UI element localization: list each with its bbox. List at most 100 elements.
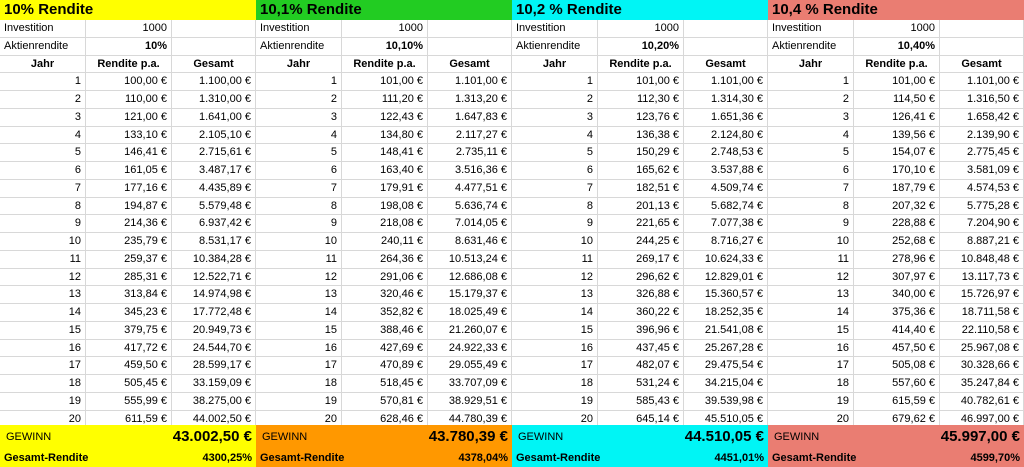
rendite-cell[interactable]: 379,75 € bbox=[86, 321, 172, 340]
rendite-cell[interactable]: 100,00 € bbox=[86, 73, 172, 91]
rendite-cell[interactable]: 531,24 € bbox=[598, 375, 684, 393]
investition-label[interactable]: Investition bbox=[768, 20, 854, 38]
gesamt-cell[interactable]: 1.313,20 € bbox=[428, 91, 512, 109]
rendite-cell[interactable]: 259,37 € bbox=[86, 250, 172, 269]
rendite-cell[interactable]: 123,76 € bbox=[598, 108, 684, 127]
jahr-cell[interactable]: 12 bbox=[0, 268, 86, 287]
jahr-cell[interactable]: 16 bbox=[512, 339, 598, 358]
rendite-cell[interactable]: 207,32 € bbox=[854, 197, 940, 216]
gesamt-cell[interactable]: 10.624,33 € bbox=[684, 250, 768, 269]
rendite-cell[interactable]: 114,50 € bbox=[854, 91, 940, 109]
empty-cell[interactable] bbox=[428, 20, 512, 38]
rendite-cell[interactable]: 194,87 € bbox=[86, 197, 172, 216]
jahr-cell[interactable]: 17 bbox=[512, 357, 598, 375]
jahr-cell[interactable]: 6 bbox=[256, 162, 342, 180]
rendite-cell[interactable]: 240,11 € bbox=[342, 233, 428, 251]
gesamt-cell[interactable]: 20.949,73 € bbox=[172, 321, 256, 340]
jahr-cell[interactable]: 17 bbox=[0, 357, 86, 375]
gesamt-cell[interactable]: 15.360,57 € bbox=[684, 286, 768, 304]
gesamt-cell[interactable]: 5.775,28 € bbox=[940, 197, 1024, 216]
jahr-cell[interactable]: 9 bbox=[512, 215, 598, 233]
rendite-cell[interactable]: 134,80 € bbox=[342, 126, 428, 145]
aktienrendite-label[interactable]: Aktienrendite bbox=[0, 37, 86, 56]
jahr-cell[interactable]: 16 bbox=[0, 339, 86, 358]
rendite-cell[interactable]: 417,72 € bbox=[86, 339, 172, 358]
gesamt-cell[interactable]: 24.544,70 € bbox=[172, 339, 256, 358]
gesamt-cell[interactable]: 8.631,46 € bbox=[428, 233, 512, 251]
jahr-cell[interactable]: 11 bbox=[768, 250, 854, 269]
gesamt-cell[interactable]: 7.077,38 € bbox=[684, 215, 768, 233]
rendite-cell[interactable]: 437,45 € bbox=[598, 339, 684, 358]
gesamt-cell[interactable]: 4.509,74 € bbox=[684, 179, 768, 198]
jahr-cell[interactable]: 18 bbox=[512, 375, 598, 393]
jahr-cell[interactable]: 2 bbox=[0, 91, 86, 109]
jahr-cell[interactable]: 14 bbox=[512, 304, 598, 322]
gesamt-cell[interactable]: 35.247,84 € bbox=[940, 375, 1024, 393]
jahr-cell[interactable]: 5 bbox=[256, 144, 342, 162]
header-jahr[interactable]: Jahr bbox=[256, 55, 342, 74]
rendite-cell[interactable]: 182,51 € bbox=[598, 179, 684, 198]
gesamt-cell[interactable]: 1.658,42 € bbox=[940, 108, 1024, 127]
jahr-cell[interactable]: 10 bbox=[0, 233, 86, 251]
jahr-cell[interactable]: 1 bbox=[768, 73, 854, 91]
rendite-cell[interactable]: 139,56 € bbox=[854, 126, 940, 145]
gesamt-cell[interactable]: 8.716,27 € bbox=[684, 233, 768, 251]
gesamt-cell[interactable]: 5.636,74 € bbox=[428, 197, 512, 216]
rendite-cell[interactable]: 161,05 € bbox=[86, 162, 172, 180]
jahr-cell[interactable]: 7 bbox=[256, 179, 342, 198]
empty-cell[interactable] bbox=[940, 20, 1024, 38]
gesamt-cell[interactable]: 33.159,09 € bbox=[172, 375, 256, 393]
gesamt-cell[interactable]: 38.929,51 € bbox=[428, 392, 512, 411]
jahr-cell[interactable]: 18 bbox=[768, 375, 854, 393]
rendite-cell[interactable]: 360,22 € bbox=[598, 304, 684, 322]
rendite-cell[interactable]: 122,43 € bbox=[342, 108, 428, 127]
rendite-cell[interactable]: 296,62 € bbox=[598, 268, 684, 287]
gesamt-cell[interactable]: 18.252,35 € bbox=[684, 304, 768, 322]
header-jahr[interactable]: Jahr bbox=[768, 55, 854, 74]
jahr-cell[interactable]: 6 bbox=[512, 162, 598, 180]
jahr-cell[interactable]: 10 bbox=[256, 233, 342, 251]
empty-cell[interactable] bbox=[428, 37, 512, 56]
aktienrendite-label[interactable]: Aktienrendite bbox=[512, 37, 598, 56]
gesamt-cell[interactable]: 18.025,49 € bbox=[428, 304, 512, 322]
header-rendite-pa[interactable]: Rendite p.a. bbox=[86, 55, 172, 74]
rendite-cell[interactable]: 352,82 € bbox=[342, 304, 428, 322]
aktienrendite-label[interactable]: Aktienrendite bbox=[768, 37, 854, 56]
gesamt-cell[interactable]: 10.848,48 € bbox=[940, 250, 1024, 269]
rendite-cell[interactable]: 228,88 € bbox=[854, 215, 940, 233]
gesamt-cell[interactable]: 15.726,97 € bbox=[940, 286, 1024, 304]
rendite-cell[interactable]: 320,46 € bbox=[342, 286, 428, 304]
rendite-cell[interactable]: 557,60 € bbox=[854, 375, 940, 393]
gesamt-cell[interactable]: 21.541,08 € bbox=[684, 321, 768, 340]
investition-label[interactable]: Investition bbox=[256, 20, 342, 38]
gesamt-cell[interactable]: 2.117,27 € bbox=[428, 126, 512, 145]
aktienrendite-label[interactable]: Aktienrendite bbox=[256, 37, 342, 56]
gesamt-cell[interactable]: 34.215,04 € bbox=[684, 375, 768, 393]
jahr-cell[interactable]: 16 bbox=[768, 339, 854, 358]
jahr-cell[interactable]: 4 bbox=[512, 126, 598, 145]
rendite-cell[interactable]: 505,08 € bbox=[854, 357, 940, 375]
gesamt-cell[interactable]: 17.772,48 € bbox=[172, 304, 256, 322]
jahr-cell[interactable]: 8 bbox=[512, 197, 598, 216]
aktienrendite-value[interactable]: 10,40% bbox=[854, 37, 940, 56]
jahr-cell[interactable]: 18 bbox=[256, 375, 342, 393]
gesamt-cell[interactable]: 3.581,09 € bbox=[940, 162, 1024, 180]
gesamt-cell[interactable]: 2.748,53 € bbox=[684, 144, 768, 162]
rendite-cell[interactable]: 388,46 € bbox=[342, 321, 428, 340]
jahr-cell[interactable]: 2 bbox=[256, 91, 342, 109]
jahr-cell[interactable]: 3 bbox=[512, 108, 598, 127]
investition-label[interactable]: Investition bbox=[0, 20, 86, 38]
jahr-cell[interactable]: 1 bbox=[256, 73, 342, 91]
header-gesamt[interactable]: Gesamt bbox=[172, 55, 256, 74]
rendite-cell[interactable]: 570,81 € bbox=[342, 392, 428, 411]
gesamt-cell[interactable]: 2.139,90 € bbox=[940, 126, 1024, 145]
rendite-cell[interactable]: 313,84 € bbox=[86, 286, 172, 304]
jahr-cell[interactable]: 11 bbox=[512, 250, 598, 269]
rendite-cell[interactable]: 457,50 € bbox=[854, 339, 940, 358]
investition-label[interactable]: Investition bbox=[512, 20, 598, 38]
rendite-cell[interactable]: 146,41 € bbox=[86, 144, 172, 162]
gesamt-cell[interactable]: 3.537,88 € bbox=[684, 162, 768, 180]
gesamt-cell[interactable]: 24.922,33 € bbox=[428, 339, 512, 358]
jahr-cell[interactable]: 15 bbox=[768, 321, 854, 340]
jahr-cell[interactable]: 14 bbox=[256, 304, 342, 322]
